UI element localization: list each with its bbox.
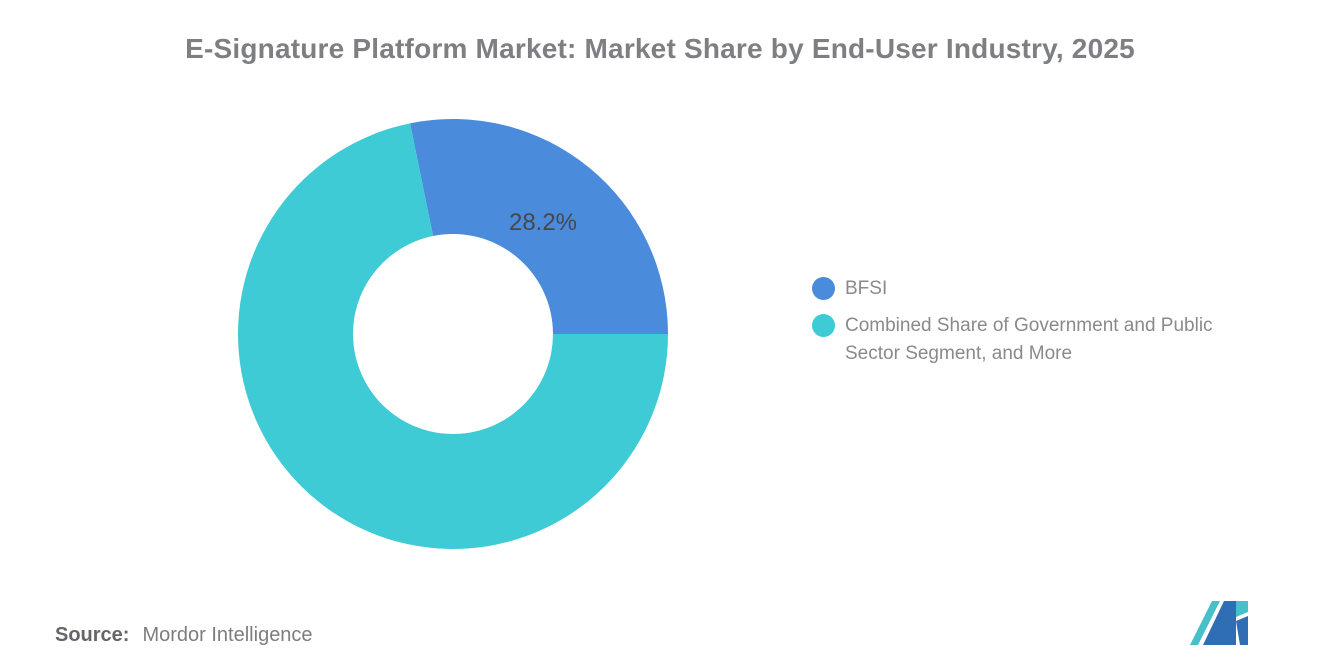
donut-chart: 28.2%: [238, 119, 668, 549]
logo-shape-teal-slash: [1190, 601, 1220, 645]
legend-marker-government-public-sector: [812, 314, 835, 337]
donut-slice-1[interactable]: [238, 123, 668, 549]
source-label: Source:: [55, 624, 130, 646]
source-line: Source: Mordor Intelligence: [55, 622, 313, 648]
donut-ring: [238, 119, 668, 549]
legend-item-government-public-sector[interactable]: Combined Share of Government and Public …: [812, 312, 1213, 368]
logo-shape-blue-bar: [1236, 616, 1248, 645]
slice-label-bfsi: 28.2%: [508, 209, 578, 236]
legend-label-bfsi: BFSI: [845, 278, 888, 299]
source-value: Mordor Intelligence: [142, 624, 313, 646]
legend-marker-bfsi: [812, 277, 835, 300]
legend: BFSI Combined Share of Government and Pu…: [812, 275, 1213, 368]
legend-item-bfsi[interactable]: BFSI: [812, 275, 1213, 303]
logo-shape-blue-wedge: [1203, 601, 1236, 645]
legend-label-government-public-sector: Combined Share of Government and Public …: [845, 315, 1213, 364]
chart-title: E-Signature Platform Market: Market Shar…: [185, 33, 1135, 64]
donut-slice-0[interactable]: [410, 119, 668, 334]
logo-shape-teal-block: [1236, 601, 1248, 617]
mordor-intelligence-logo: [1190, 601, 1248, 645]
